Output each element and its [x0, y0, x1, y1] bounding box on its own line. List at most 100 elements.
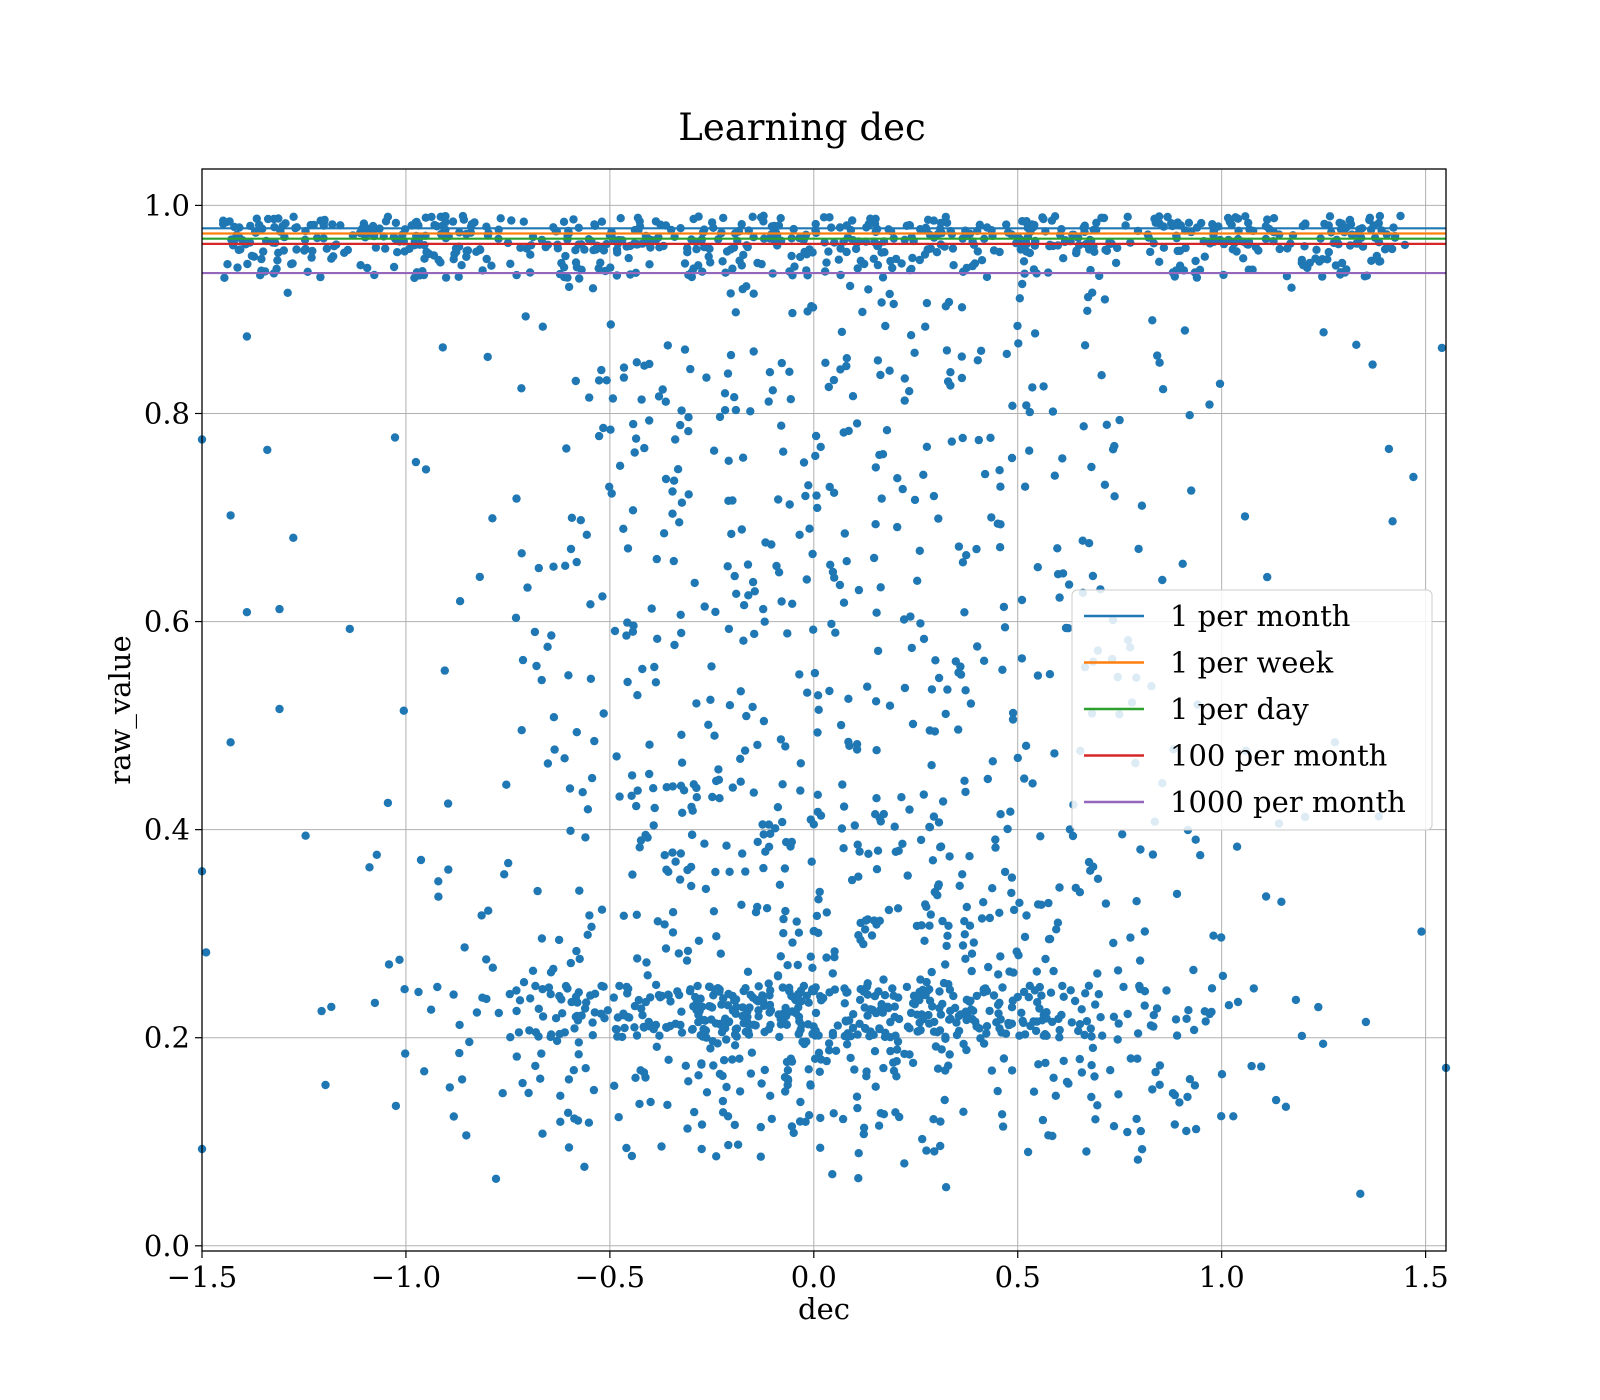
data-point: [1033, 563, 1043, 572]
data-point: [1003, 824, 1012, 834]
data-point: [391, 218, 401, 228]
data-point: [1087, 1032, 1096, 1041]
data-point: [1090, 1072, 1099, 1081]
data-point: [440, 666, 449, 675]
data-point: [822, 953, 831, 962]
data-point: [1114, 1090, 1123, 1099]
data-point: [975, 1024, 984, 1033]
data-point: [814, 895, 823, 904]
data-point: [991, 835, 1000, 844]
data-point: [552, 1036, 562, 1046]
data-point: [1087, 462, 1096, 472]
data-point: [778, 983, 787, 992]
data-point: [1375, 211, 1385, 221]
data-point: [309, 220, 318, 230]
data-point: [1281, 1102, 1291, 1112]
data-point: [613, 1032, 622, 1041]
data-point: [711, 867, 720, 877]
data-point: [597, 217, 607, 226]
data-point: [989, 246, 999, 255]
data-point: [778, 780, 787, 789]
data-point: [218, 219, 228, 229]
data-point: [371, 243, 381, 252]
data-point: [1140, 1001, 1149, 1010]
data-point: [1172, 889, 1182, 899]
data-point: [624, 253, 633, 263]
data-point: [247, 251, 257, 261]
data-point: [536, 1074, 545, 1083]
data-point: [434, 892, 443, 901]
data-point: [974, 435, 983, 445]
data-point: [979, 1039, 989, 1048]
data-point: [996, 482, 1005, 491]
data-point: [438, 343, 447, 352]
data-point: [443, 799, 453, 808]
data-point: [958, 433, 967, 443]
data-point: [683, 1124, 692, 1133]
data-point: [564, 671, 573, 680]
data-point: [892, 1045, 902, 1054]
y-tick-label: 0.0: [144, 1229, 190, 1263]
data-point: [916, 619, 925, 628]
data-point: [702, 1033, 711, 1042]
data-point: [597, 981, 606, 991]
data-point: [1077, 1068, 1087, 1077]
data-point: [876, 1109, 885, 1118]
data-point: [801, 491, 810, 501]
data-point: [942, 941, 951, 951]
data-point: [512, 494, 521, 503]
data-point: [673, 465, 683, 474]
data-point: [242, 608, 252, 617]
data-point: [582, 998, 591, 1007]
data-point: [1200, 1007, 1210, 1016]
data-point: [976, 346, 986, 355]
data-point: [724, 456, 733, 465]
data-point: [301, 831, 310, 840]
data-point: [1061, 623, 1071, 633]
data-point: [794, 1029, 803, 1039]
data-point: [399, 706, 408, 715]
data-point: [775, 880, 785, 889]
data-point: [795, 670, 804, 679]
data-point: [275, 704, 284, 714]
data-point: [1180, 326, 1190, 335]
x-tick-label: 0.0: [791, 1260, 837, 1294]
data-point: [597, 905, 607, 914]
legend-box: [1071, 589, 1433, 831]
data-point: [962, 551, 971, 560]
data-point: [441, 212, 450, 221]
data-point: [985, 913, 994, 923]
data-point: [668, 928, 678, 937]
data-point: [923, 215, 933, 224]
data-point: [756, 1122, 765, 1132]
data-point: [1163, 212, 1172, 222]
data-point: [580, 1162, 589, 1172]
data-point: [735, 1054, 744, 1063]
data-point: [694, 936, 704, 945]
data-point: [1249, 984, 1259, 993]
data-point: [742, 711, 751, 721]
data-point: [478, 993, 487, 1002]
data-point: [776, 952, 785, 961]
data-point: [916, 835, 926, 845]
data-point: [692, 245, 701, 254]
data-point: [1196, 851, 1205, 860]
data-point: [308, 246, 317, 256]
data-point: [613, 248, 622, 257]
data-point: [987, 1066, 997, 1075]
data-point: [825, 482, 834, 492]
data-point: [878, 450, 888, 459]
data-point: [1190, 1081, 1200, 1090]
data-point: [900, 1049, 909, 1059]
data-point: [1058, 981, 1067, 991]
data-point: [766, 829, 775, 838]
data-point: [723, 369, 733, 378]
data-point: [677, 498, 687, 507]
data-point: [816, 442, 825, 452]
data-point: [573, 1116, 583, 1125]
data-point: [831, 628, 840, 637]
data-point: [816, 1143, 825, 1153]
data-point: [1033, 671, 1043, 680]
data-point: [1159, 243, 1169, 252]
data-point: [589, 245, 598, 255]
